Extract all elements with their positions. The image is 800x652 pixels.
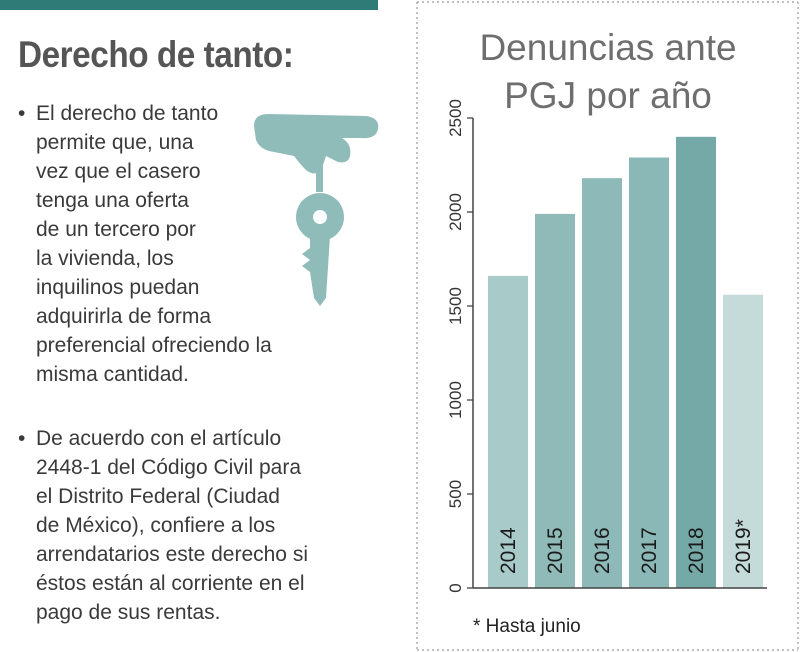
bullet-line: permite que, una <box>36 131 194 154</box>
y-tick-label: 2500 <box>446 99 465 137</box>
chart-footnote: * Hasta junio <box>473 616 581 637</box>
bullet-line: vez que el casero <box>36 160 201 183</box>
chart-panel: Denuncias ante PGJ por año 2014 2015 2016 2… <box>415 0 800 652</box>
y-tick-label: 0 <box>446 583 465 592</box>
bar-2018 <box>676 136 716 589</box>
y-tick-label: 1000 <box>446 381 465 419</box>
bullet-line: inquilinos puedan <box>36 276 200 299</box>
bullet-line: 2448-1 del Código Civil para <box>36 456 301 479</box>
infobox-title: Derecho de tanto: <box>18 34 294 75</box>
bar-label-2014: 2014 <box>497 527 520 574</box>
bullet-line: la vivienda, los <box>36 247 174 270</box>
bar-2015 <box>535 213 575 588</box>
bullet-line: misma cantidad. <box>36 363 189 386</box>
bullet-line: tenga una oferta <box>36 189 189 212</box>
bar-label-2016: 2016 <box>591 527 614 574</box>
bar-label-2017: 2017 <box>638 527 661 574</box>
y-tick-label: 500 <box>446 480 465 508</box>
bullet-text: De acuerdo con el artículo 2448-1 del Có… <box>36 424 308 627</box>
chart-title-line-2: PGJ por año <box>504 75 712 116</box>
y-tick-label: 1500 <box>446 287 465 325</box>
bullet-line: el Distrito Federal (Ciudad <box>36 485 280 508</box>
bullet-item-2: • De acuerdo con el artículo 2448-1 del … <box>18 424 348 644</box>
bar-2019 <box>723 294 763 588</box>
bullet-line: de un tercero por <box>36 218 196 241</box>
bar-2016 <box>582 178 622 588</box>
bar-label-2019: 2019* <box>732 519 755 574</box>
bullet-line: éstos están al corriente en el <box>36 572 305 595</box>
top-accent-bar <box>0 0 378 10</box>
bar-2014 <box>488 275 528 588</box>
bullet-line: adquirirla de forma <box>36 305 212 328</box>
y-tick-label: 2000 <box>446 193 465 231</box>
bullet-mark: • <box>18 102 26 125</box>
bullet-line: pago de sus rentas. <box>36 601 221 624</box>
bar-label-2015: 2015 <box>544 527 567 574</box>
bullet-mark: • <box>18 427 26 450</box>
bullet-line: El derecho de tanto <box>36 102 219 125</box>
bar-2017 <box>629 157 669 589</box>
bullet-line: preferencial ofreciendo la <box>36 334 272 357</box>
bullet-item-1: • El derecho de tanto permite que, una v… <box>18 99 318 419</box>
chart-title-line-1: Denuncias ante <box>479 27 736 68</box>
hand-holding-key-icon <box>254 114 379 306</box>
bullet-line: de México), confiere a los <box>36 514 276 537</box>
bullet-line: De acuerdo con el artículo <box>36 427 282 450</box>
bar-chart: Denuncias ante PGJ por año 2014 2015 2016 2… <box>416 1 799 651</box>
bar-label-2018: 2018 <box>685 527 708 574</box>
bullet-line: arrendatarios este derecho si <box>36 543 308 566</box>
bullet-text: El derecho de tanto permite que, una vez… <box>36 99 272 389</box>
